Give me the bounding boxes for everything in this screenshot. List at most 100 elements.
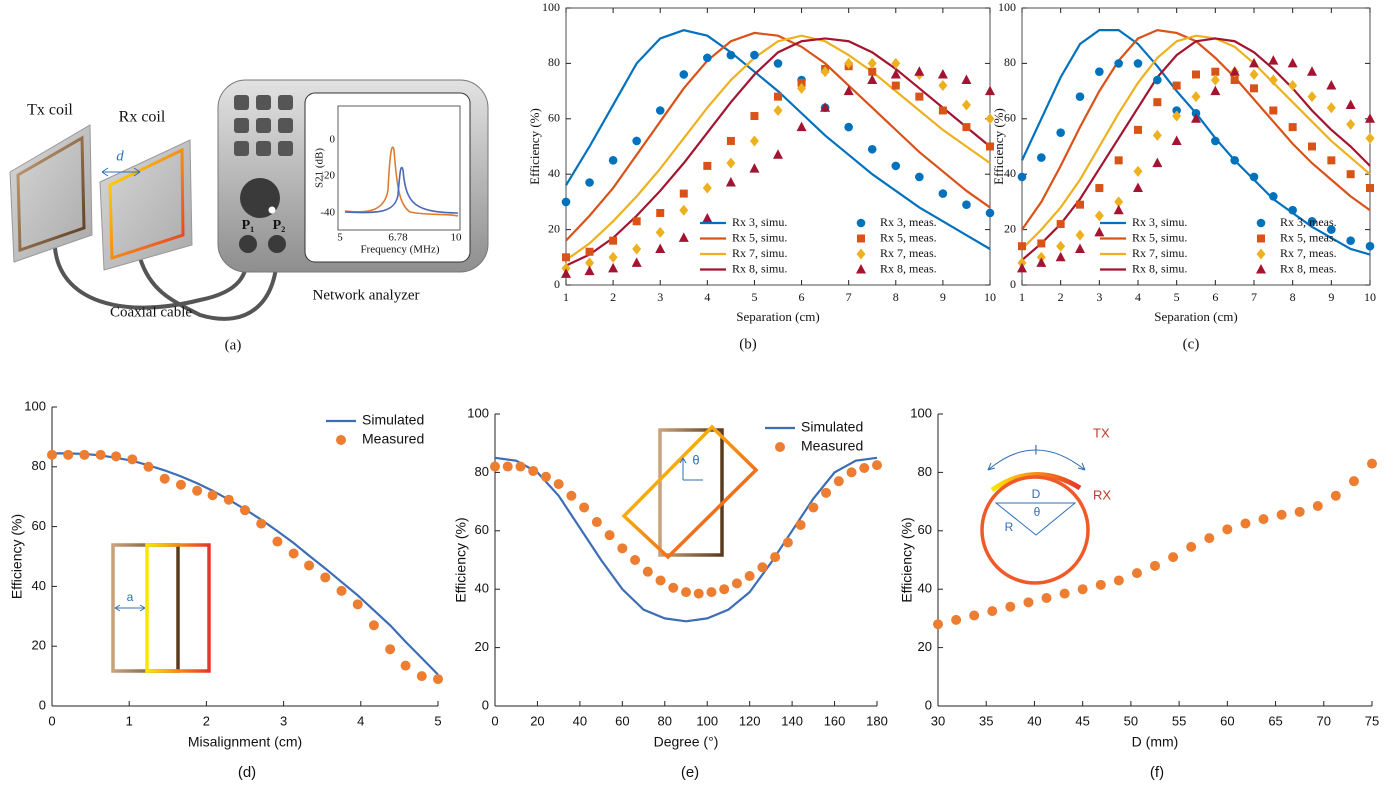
x-tick-label: 0 [48, 713, 55, 728]
inset-shape [994, 502, 1077, 536]
marker [655, 226, 665, 238]
chart: 0 20 40 60 80 100 30 35 40 45 50 55 60 65 70 75 D (mm) Ef… [899, 405, 1380, 781]
marker [702, 182, 712, 194]
marker [1114, 59, 1123, 68]
marker [961, 74, 972, 85]
legend-label: Rx 3, meas. [880, 215, 937, 229]
marker [867, 144, 877, 154]
marker [1257, 234, 1265, 243]
marker [1076, 200, 1084, 209]
x-axis-label: Degree (°) [654, 734, 719, 750]
marker [1276, 509, 1287, 520]
marker [938, 80, 948, 92]
marker [1230, 76, 1239, 85]
x-axis-label: D (mm) [1132, 734, 1179, 750]
x-tick-label: 55 [1172, 713, 1186, 728]
marker [608, 156, 618, 165]
marker [579, 502, 590, 513]
marker [1326, 80, 1337, 90]
legend-label: Rx 8, simu. [732, 261, 787, 275]
marker [1172, 81, 1181, 90]
inset-curve [344, 166, 459, 214]
x-tick-label: 75 [1365, 713, 1379, 728]
marker [797, 82, 807, 94]
y-tick-label: 60 [548, 111, 560, 125]
marker [1133, 59, 1143, 68]
legend-label: Rx 7, simu. [1132, 246, 1187, 260]
tx-coil [16, 135, 86, 253]
annotation: R [1005, 520, 1014, 534]
marker [1036, 257, 1047, 267]
marker [609, 236, 618, 245]
marker [1346, 170, 1355, 179]
marker [985, 208, 995, 218]
marker [288, 548, 299, 559]
marker [679, 70, 689, 79]
marker [843, 85, 854, 96]
marker [808, 502, 819, 513]
marker [566, 490, 577, 501]
marker [867, 74, 878, 85]
annotation: RX [1093, 487, 1111, 502]
marker [385, 644, 396, 655]
x-tick-label: 2 [610, 290, 616, 304]
marker [642, 566, 653, 577]
x-tick-label: 6 [799, 290, 805, 304]
caption: (d) [238, 764, 256, 781]
marker [1346, 236, 1355, 245]
marker [668, 582, 679, 593]
y-axis-label: Efficiency (%) [9, 514, 25, 599]
marker [1056, 128, 1065, 137]
marker [856, 264, 866, 274]
marker [933, 619, 943, 630]
x-tick-label: 1 [563, 290, 569, 304]
chart: 0 20 40 60 80 100 0 1 2 3 4 5 Misalignment (cm) Effic… [9, 398, 443, 781]
inset-shape [980, 475, 1090, 585]
marker [1056, 240, 1066, 252]
marker [1256, 248, 1266, 260]
marker [820, 102, 831, 112]
y-axis-label: Efficiency (%) [991, 108, 1006, 185]
marker [1095, 579, 1106, 590]
y-tick-label: 20 [918, 639, 932, 654]
marker [1055, 251, 1066, 262]
x-tick-label: 3 [1096, 290, 1102, 304]
marker [63, 449, 74, 460]
marker [868, 67, 877, 76]
marker [962, 123, 971, 132]
x-tick-label: 60 [615, 713, 629, 728]
tx-plate [9, 124, 93, 263]
marker [1327, 156, 1336, 165]
x-tick-label: 45 [1075, 713, 1089, 728]
marker [490, 461, 500, 472]
marker [731, 578, 742, 589]
marker [914, 66, 925, 76]
marker [774, 92, 782, 101]
marker [985, 113, 995, 125]
marker [1210, 85, 1221, 96]
marker [750, 112, 759, 121]
annotation: D [1032, 487, 1041, 501]
legend-label: Measured [362, 431, 424, 447]
y-tick-label: 0 [925, 697, 932, 712]
marker [502, 461, 513, 472]
marker [867, 57, 877, 69]
marker [773, 59, 783, 68]
marker [846, 467, 857, 478]
x-tick-label: 1 [126, 713, 133, 728]
y-tick-label: 100 [24, 398, 46, 413]
marker [336, 435, 346, 445]
marker [915, 92, 924, 101]
marker [1256, 218, 1266, 228]
marker [844, 122, 853, 132]
marker [706, 587, 717, 598]
marker [1017, 257, 1027, 269]
x-tick-label: 10 [1364, 290, 1376, 304]
x-tick-label: 65 [1268, 713, 1282, 728]
port [268, 235, 286, 253]
marker [1327, 225, 1336, 234]
inset-tick: 5 [337, 232, 343, 244]
marker [937, 68, 948, 79]
marker [770, 552, 781, 563]
y-tick-label: 80 [475, 464, 489, 479]
